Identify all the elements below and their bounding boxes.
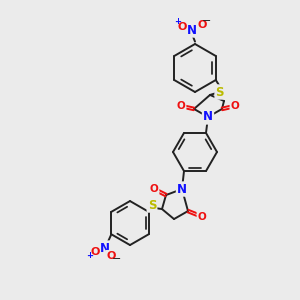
Text: O: O xyxy=(197,20,207,30)
Text: −: − xyxy=(202,16,212,26)
Text: N: N xyxy=(177,183,187,196)
Text: O: O xyxy=(231,101,239,111)
Text: O: O xyxy=(198,212,206,222)
Text: O: O xyxy=(177,22,187,32)
Text: −: − xyxy=(112,254,122,264)
Text: N: N xyxy=(100,242,110,255)
Text: S: S xyxy=(215,85,224,98)
Text: O: O xyxy=(106,251,116,261)
Text: N: N xyxy=(187,23,197,37)
Text: O: O xyxy=(177,101,185,111)
Text: O: O xyxy=(150,184,158,194)
Text: +: + xyxy=(175,17,182,26)
Text: N: N xyxy=(203,110,213,123)
Text: O: O xyxy=(90,247,100,257)
Text: +: + xyxy=(86,250,93,260)
Text: S: S xyxy=(148,199,156,212)
